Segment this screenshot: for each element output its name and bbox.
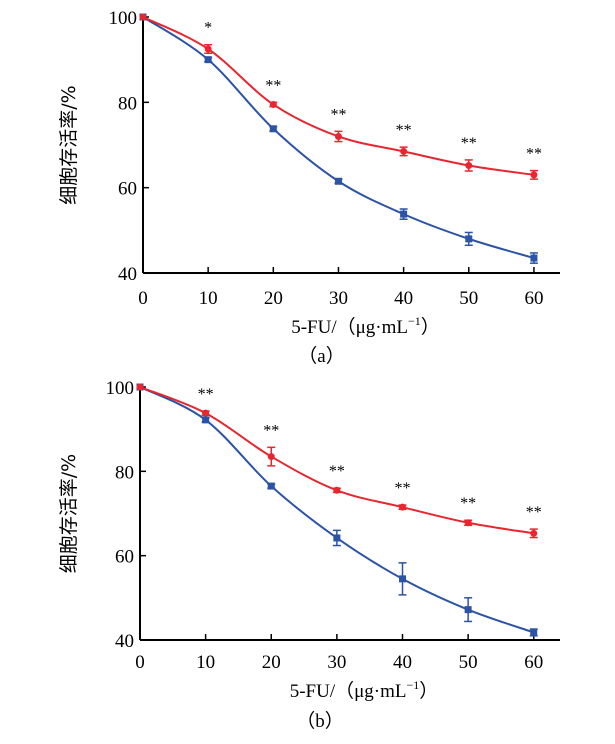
- y-tick-label: 80: [118, 93, 137, 114]
- data-point: [465, 161, 473, 169]
- data-point: [136, 383, 144, 391]
- x-tick-label: 30: [327, 652, 346, 673]
- data-point: [530, 254, 538, 262]
- y-axis-label: 细胞存活率/%: [58, 454, 80, 573]
- data-point: [530, 529, 538, 537]
- data-point: [204, 45, 212, 53]
- y-tick-label: 40: [118, 264, 137, 285]
- x-axis-label-close: ）: [419, 680, 438, 702]
- data-point: [399, 575, 406, 583]
- x-tick-label: 50: [459, 288, 478, 309]
- significance-label: **: [460, 495, 476, 512]
- x-tick-label: 60: [524, 288, 543, 309]
- x-axis-label-sup: −1: [408, 314, 421, 328]
- data-point: [334, 177, 342, 185]
- significance-label: **: [265, 77, 281, 94]
- data-point: [400, 210, 408, 218]
- x-axis-label-main: 5-FU/（μg·mL: [290, 680, 407, 702]
- y-tick-label: 40: [115, 631, 134, 652]
- data-point: [269, 125, 277, 133]
- panel-a: 0 10 20 30 40 50 60 40 60 80 100 细胞存活率/% 5-FU/（μg·mL…: [58, 8, 560, 367]
- x-tick-label: 30: [329, 288, 348, 309]
- panel-label: （b）: [296, 710, 344, 732]
- data-point: [269, 100, 277, 108]
- data-point: [399, 503, 406, 511]
- data-point: [464, 606, 472, 614]
- x-tick-label: 20: [262, 652, 281, 673]
- significance-label: **: [263, 422, 279, 439]
- x-axis-label-sup: −1: [407, 678, 420, 692]
- data-point: [464, 519, 472, 527]
- significance-label: **: [330, 106, 346, 123]
- significance-label: **: [461, 135, 477, 152]
- y-tick-label: 80: [115, 462, 134, 483]
- data-point: [530, 171, 538, 179]
- x-tick-label: 60: [524, 652, 543, 673]
- data-point: [202, 409, 210, 417]
- data-point: [530, 628, 538, 636]
- x-tick-label: 10: [196, 652, 215, 673]
- significance-label: *: [204, 20, 212, 37]
- x-tick-label: 0: [135, 652, 145, 673]
- significance-label: **: [329, 463, 345, 480]
- data-point: [465, 235, 473, 243]
- y-tick-label: 60: [115, 547, 134, 568]
- y-tick-label: 100: [109, 8, 138, 29]
- x-tick-label: 20: [264, 288, 283, 309]
- significance-label: **: [198, 386, 214, 403]
- significance-label: **: [526, 146, 542, 163]
- x-axis-label: 5-FU/（μg·mL−1）: [290, 678, 439, 702]
- x-tick-label: 10: [199, 288, 218, 309]
- x-tick-label: 40: [393, 652, 412, 673]
- data-point: [334, 132, 342, 140]
- significance-label: **: [395, 480, 411, 497]
- data-point: [139, 13, 147, 21]
- panel-label: （a）: [298, 345, 344, 367]
- data-point: [400, 147, 408, 155]
- x-tick-label: 50: [459, 652, 478, 673]
- x-axis-label: 5-FU/（μg·mL−1）: [291, 314, 440, 338]
- data-point: [333, 534, 341, 542]
- x-tick-label: 0: [138, 288, 148, 309]
- data-point: [267, 482, 275, 490]
- data-point: [333, 486, 341, 494]
- data-point: [202, 416, 210, 424]
- panel-b: 0 10 20 30 40 50 60 40 60 80 100 细胞存活率/% 5-FU/（μg·mL…: [58, 378, 560, 732]
- y-tick-label: 100: [106, 378, 135, 399]
- x-tick-label: 40: [394, 288, 413, 309]
- x-axis-label-close: ）: [421, 316, 440, 338]
- data-point: [267, 453, 275, 461]
- y-tick-label: 60: [118, 179, 137, 200]
- significance-label: **: [396, 122, 412, 139]
- significance-label: **: [526, 504, 542, 521]
- x-axis-label-main: 5-FU/（μg·mL: [291, 316, 408, 338]
- y-axis-label: 细胞存活率/%: [58, 85, 80, 204]
- data-point: [204, 56, 212, 64]
